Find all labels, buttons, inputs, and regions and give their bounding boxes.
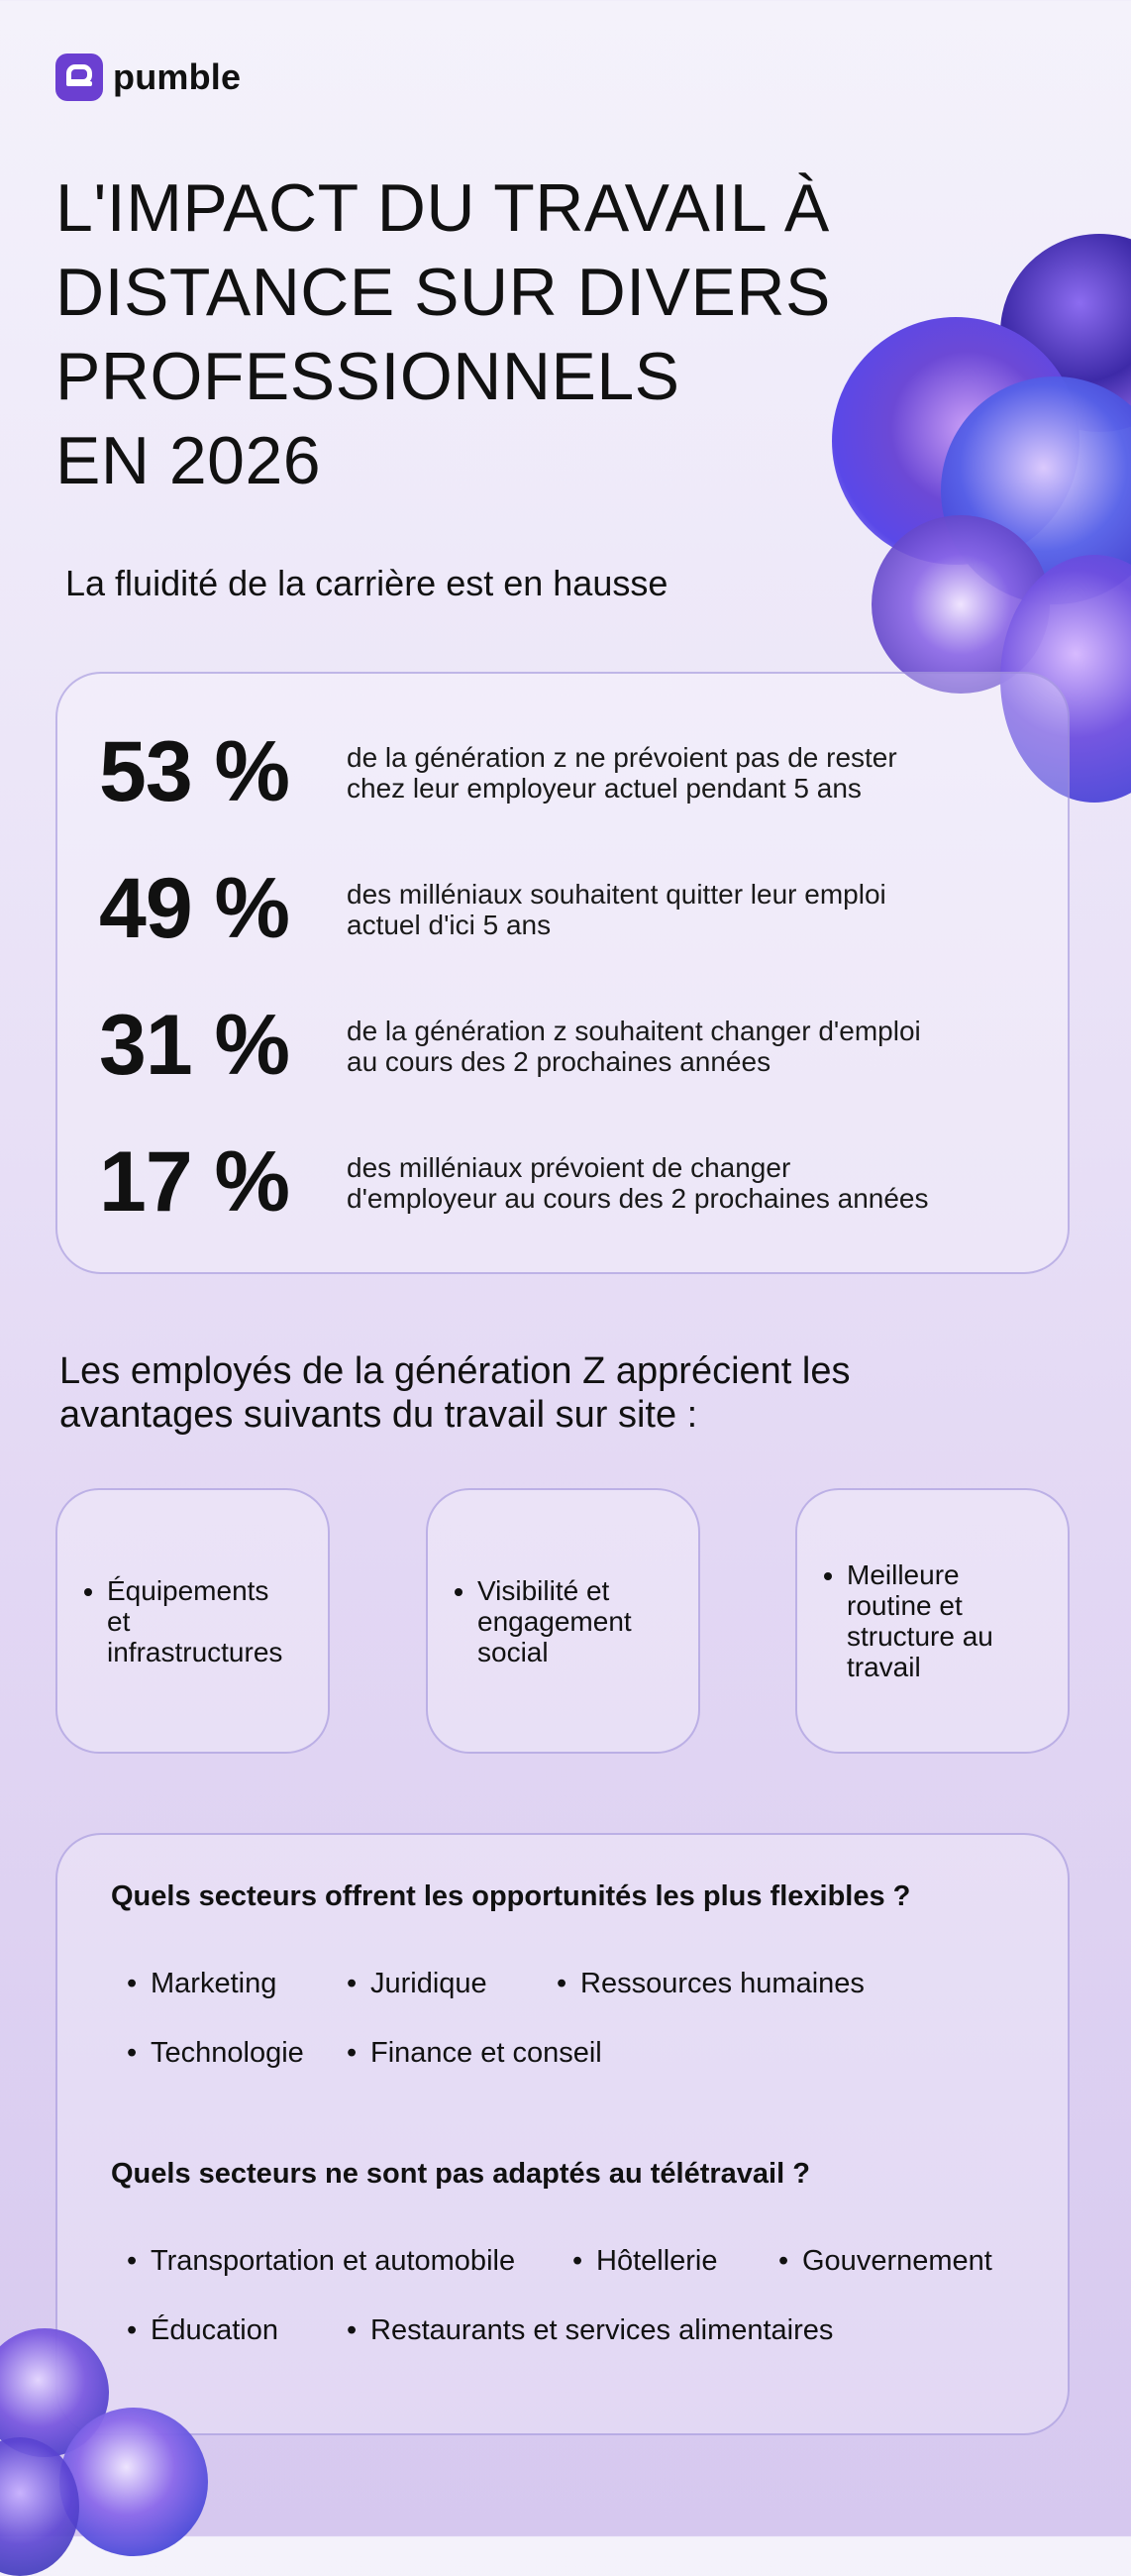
sector-item: Hôtellerie	[572, 2245, 778, 2278]
benefit-list: Visibilité et engagement social	[428, 1575, 632, 1667]
sector-item: Juridique	[347, 1968, 557, 2000]
stat-row: 49 % des milléniaux souhaitent quitter l…	[99, 860, 1000, 958]
benefit-item: Meilleure routine et structure au travai…	[847, 1559, 993, 1682]
title-line: EN 2026	[55, 423, 322, 498]
stat-value: 31 %	[99, 998, 290, 1093]
sector-item: Restaurants et services alimentaires	[347, 2314, 833, 2347]
unsuitable-sectors-question: Quels secteurs ne sont pas adaptés au té…	[111, 2158, 810, 2190]
benefit-card: Visibilité et engagement social	[426, 1488, 700, 1754]
benefit-list: Meilleure routine et structure au travai…	[797, 1559, 993, 1682]
title-line: L'IMPACT DU TRAVAIL À	[55, 170, 830, 246]
stat-value: 17 %	[99, 1134, 290, 1230]
title-line: PROFESSIONNELS	[55, 339, 680, 414]
sector-item: Technologie	[127, 2037, 347, 2070]
page-title: L'IMPACT DU TRAVAIL À DISTANCE SUR DIVER…	[55, 166, 868, 503]
stat-row: 31 % de la génération z souhaitent chang…	[99, 997, 1000, 1095]
stat-row: 17 % des milléniaux prévoient de changer…	[99, 1133, 1000, 1232]
section-2-heading: Les employés de la génération Z apprécie…	[59, 1350, 851, 1436]
brand-logo: pumble	[55, 54, 241, 101]
flexible-sectors-question: Quels secteurs offrent les opportunités …	[111, 1880, 911, 1912]
sectors-card: Quels secteurs offrent les opportunités …	[55, 1833, 1070, 2435]
unsuitable-sectors-row: Éducation Restaurants et services alimen…	[127, 2314, 833, 2347]
stat-description: des milléniaux souhaitent quitter leur e…	[347, 878, 886, 940]
stat-value: 49 %	[99, 861, 290, 956]
stat-description: de la génération z ne prévoient pas de r…	[347, 741, 897, 804]
unsuitable-sectors-row: Transportation et automobile Hôtellerie …	[127, 2245, 992, 2278]
stat-description: de la génération z souhaitent changer d'…	[347, 1015, 921, 1077]
stat-description: des milléniaux prévoient de changer d'em…	[347, 1151, 929, 1214]
section-1-heading: La fluidité de la carrière est en hausse	[65, 563, 668, 603]
sector-item: Marketing	[127, 1968, 347, 2000]
sector-item: Gouvernement	[778, 2245, 992, 2278]
sector-item: Éducation	[127, 2314, 347, 2347]
stats-card: 53 % de la génération z ne prévoient pas…	[55, 672, 1070, 1274]
flexible-sectors-row: Marketing Juridique Ressources humaines	[127, 1968, 865, 2000]
flexible-sectors-row: Technologie Finance et conseil	[127, 2037, 602, 2070]
sector-item: Transportation et automobile	[127, 2245, 572, 2278]
benefit-card: Équipements et infrastructures	[55, 1488, 330, 1754]
stat-row: 53 % de la génération z ne prévoient pas…	[99, 723, 1000, 821]
stat-value: 53 %	[99, 724, 290, 819]
brand-name: pumble	[113, 56, 242, 97]
pumble-logo-icon	[55, 54, 103, 101]
title-line: DISTANCE SUR DIVERS	[55, 255, 831, 330]
sector-item: Finance et conseil	[347, 2037, 602, 2070]
benefit-item: Visibilité et engagement social	[477, 1575, 632, 1667]
benefit-list: Équipements et infrastructures	[57, 1575, 282, 1667]
benefit-card: Meilleure routine et structure au travai…	[795, 1488, 1070, 1754]
sector-item: Ressources humaines	[557, 1968, 865, 2000]
benefit-item: Équipements et infrastructures	[107, 1575, 282, 1667]
